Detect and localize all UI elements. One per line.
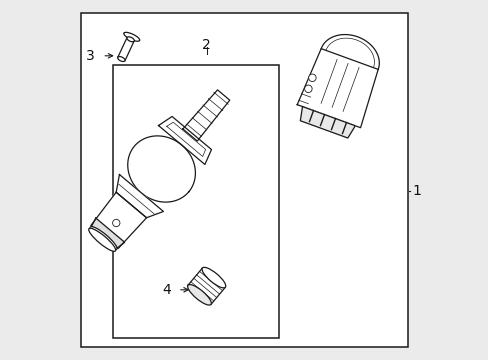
Ellipse shape	[90, 227, 117, 250]
Circle shape	[112, 219, 120, 227]
Ellipse shape	[118, 57, 125, 62]
Text: 2: 2	[202, 38, 211, 52]
Polygon shape	[183, 90, 229, 141]
Polygon shape	[158, 117, 211, 165]
Ellipse shape	[127, 37, 134, 42]
Ellipse shape	[187, 284, 211, 305]
Polygon shape	[321, 35, 379, 69]
Ellipse shape	[202, 267, 225, 288]
Polygon shape	[300, 107, 355, 138]
Polygon shape	[91, 218, 124, 248]
Circle shape	[304, 85, 311, 93]
Circle shape	[308, 74, 315, 82]
Polygon shape	[91, 192, 146, 248]
Polygon shape	[187, 268, 225, 305]
Polygon shape	[118, 38, 134, 61]
Bar	[113, 65, 278, 338]
Polygon shape	[127, 136, 195, 202]
Text: 3: 3	[86, 49, 95, 63]
Polygon shape	[116, 175, 163, 218]
Ellipse shape	[88, 228, 116, 251]
Text: 4: 4	[163, 283, 171, 297]
Text: 1: 1	[411, 184, 420, 198]
Ellipse shape	[123, 32, 140, 41]
Polygon shape	[297, 49, 377, 128]
